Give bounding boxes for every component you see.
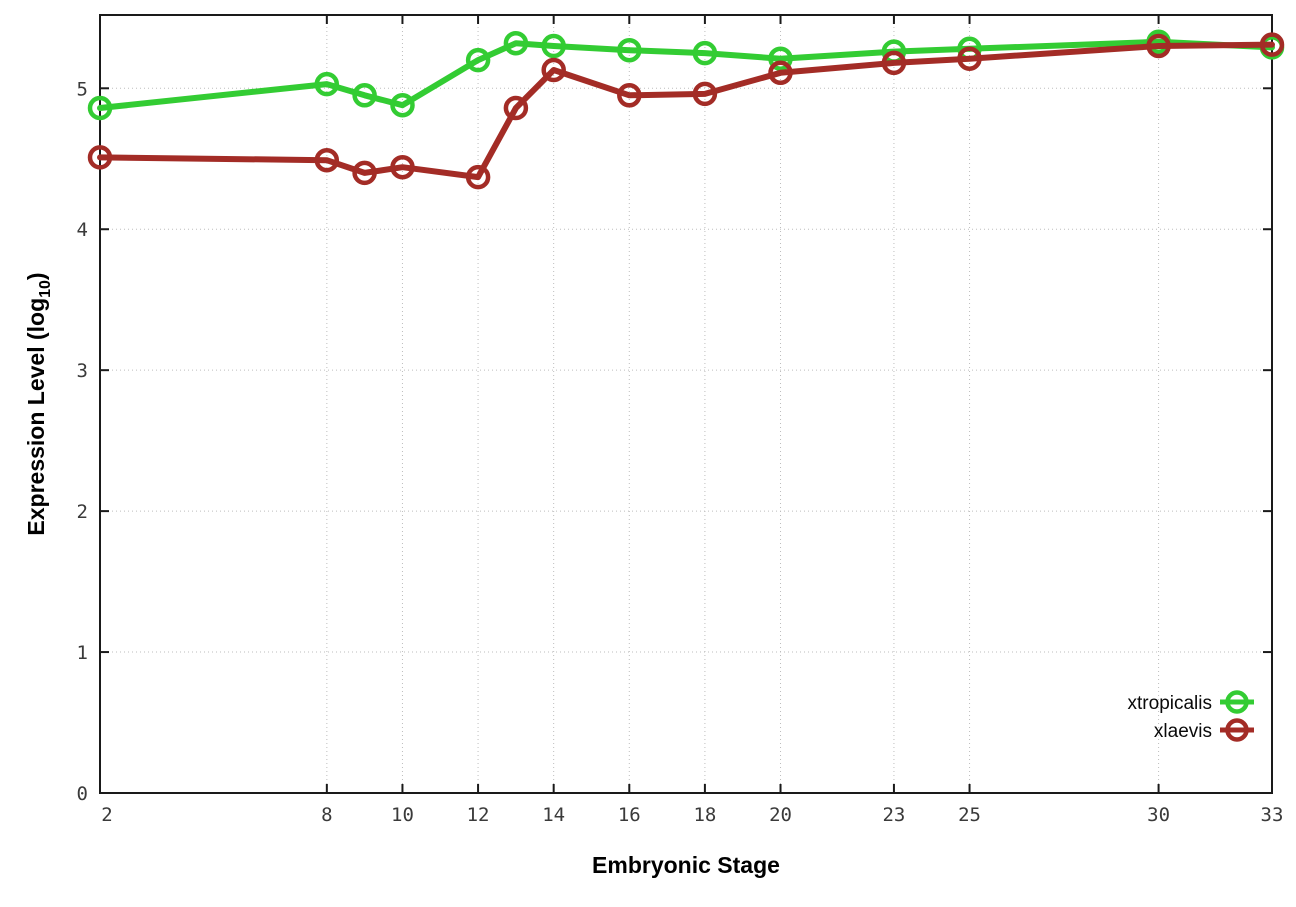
data-point-marker-xlaevis (87, 145, 113, 170)
data-point-marker-xtropicalis (768, 46, 793, 71)
y-tick-label: 0 (77, 783, 88, 805)
y-tick-label: 3 (77, 360, 88, 382)
legend: xtropicalis xlaevis (1128, 690, 1254, 742)
plot-border (99, 14, 1273, 794)
y-tick-label: 4 (77, 219, 88, 241)
data-point-marker-xlaevis (617, 83, 642, 108)
data-point-marker-xlaevis (1259, 32, 1285, 57)
data-point-marker-xlaevis (314, 147, 340, 173)
x-tick-label: 20 (769, 804, 792, 826)
legend-label-xlaevis: xlaevis (1154, 721, 1212, 742)
data-point-marker-xlaevis (692, 81, 718, 107)
series-line-xlaevis (97, 41, 1275, 181)
x-tick-label: 2 (101, 804, 112, 826)
x-tick-label: 23 (882, 804, 905, 826)
legend-sample-marker-xtropicalis (1225, 690, 1249, 714)
data-point-marker-xtropicalis (617, 37, 642, 63)
x-tick-label: 8 (321, 804, 332, 826)
y-tick-label: 1 (77, 642, 88, 664)
series-line-xtropicalis (97, 38, 1275, 111)
tick-layer (99, 15, 1273, 794)
x-tick-label: 33 (1261, 804, 1284, 826)
data-point-marker-xlaevis (768, 60, 793, 86)
data-point-marker-xlaevis (541, 57, 566, 83)
data-point-marker-xtropicalis (465, 47, 491, 73)
x-axis-title: Embryonic Stage (592, 852, 780, 878)
data-point-marker-xtropicalis (352, 83, 377, 108)
data-point-marker-xtropicalis (541, 33, 566, 59)
x-tick-label: 10 (391, 804, 414, 826)
legend-sample-marker-xlaevis (1225, 718, 1249, 742)
data-point-marker-xlaevis (465, 164, 491, 190)
data-point-marker-xtropicalis (390, 92, 415, 118)
data-point-marker-xlaevis (957, 46, 982, 71)
data-point-marker-xtropicalis (503, 30, 529, 56)
y-tick-label: 5 (77, 78, 88, 100)
x-tick-label: 12 (467, 804, 490, 826)
x-tick-label: 16 (618, 804, 641, 826)
data-point-marker-xlaevis (352, 160, 377, 186)
x-tick-label: 30 (1147, 804, 1170, 826)
data-point-marker-xtropicalis (87, 95, 113, 121)
data-point-marker-xtropicalis (692, 40, 718, 66)
data-point-marker-xlaevis (390, 154, 415, 180)
grid-layer (100, 15, 1272, 793)
data-point-marker-xlaevis (881, 50, 907, 76)
data-point-marker-xlaevis (503, 95, 529, 121)
y-tick-label: 2 (77, 501, 88, 523)
data-point-marker-xtropicalis (314, 71, 340, 97)
data-point-marker-xlaevis (1146, 33, 1171, 59)
y-axis-title: Expression Level (log10) (23, 272, 54, 535)
x-tick-label: 18 (693, 804, 716, 826)
legend-label-xtropicalis: xtropicalis (1128, 693, 1212, 714)
x-tick-label: 14 (542, 804, 565, 826)
x-tick-label: 25 (958, 804, 981, 826)
series-layer (87, 29, 1285, 190)
